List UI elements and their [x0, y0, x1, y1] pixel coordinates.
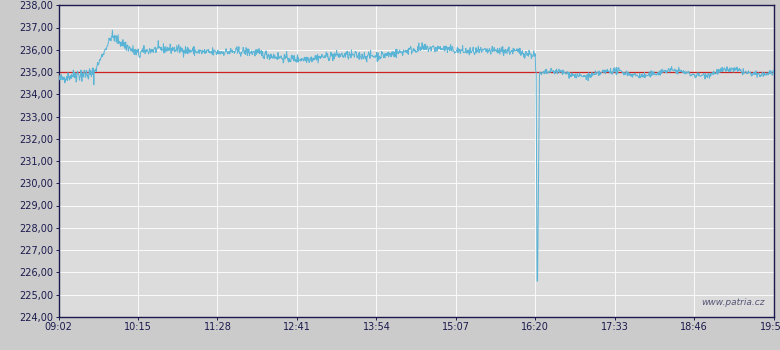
Text: www.patria.cz: www.patria.cz [702, 299, 765, 307]
